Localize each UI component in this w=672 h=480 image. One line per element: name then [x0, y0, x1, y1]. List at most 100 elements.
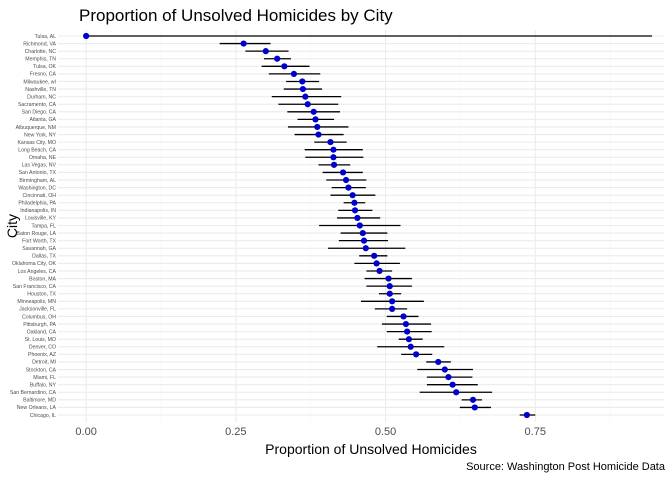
x-tick-label: 0.00 — [75, 426, 96, 438]
y-tick-label: Savannah, GA — [22, 246, 56, 252]
y-tick-label: Albuquerque, NM — [16, 125, 56, 131]
y-tick-label: Louisville, KY — [25, 216, 57, 222]
y-tick-label: Fresno, CA — [30, 72, 57, 78]
data-point — [385, 275, 392, 282]
data-point — [402, 320, 410, 328]
data-point — [386, 283, 393, 290]
data-point — [349, 192, 356, 199]
data-point — [469, 396, 477, 403]
y-tick-label: Baton Rouge, LA — [16, 231, 56, 237]
data-point — [376, 267, 383, 275]
x-tick-label: 0.50 — [375, 426, 396, 438]
data-point — [405, 336, 413, 343]
y-tick-label: San Bernardino, CA — [10, 390, 57, 396]
y-tick-label: Pittsburgh, PA — [23, 322, 56, 328]
y-tick-label: Dallas, TX — [32, 254, 56, 260]
data-point — [400, 313, 407, 320]
y-tick-label: Los Angeles, CA — [18, 269, 57, 275]
y-tick-label: Stockton, CA — [26, 367, 57, 373]
data-point — [471, 404, 478, 411]
data-point — [449, 381, 456, 388]
y-tick-label: Denver, CO — [29, 345, 56, 351]
data-point — [330, 154, 337, 161]
data-point — [315, 131, 322, 138]
y-tick-label: Chicago, IL — [30, 413, 56, 419]
y-tick-label: Richmond, VA — [23, 41, 56, 47]
y-tick-label: Charlotte, NC — [25, 49, 57, 55]
x-tick-labels: 0.00 0.25 0.50 0.75 — [75, 426, 546, 438]
y-tick-label: Detroit, MI — [32, 360, 56, 366]
y-tick-label: Columbus, OH — [22, 314, 56, 320]
y-tick-label: Nashville, TN — [25, 87, 56, 93]
data-point — [354, 214, 361, 222]
y-tick-label: Cincinnati, OH — [23, 193, 57, 199]
data-point — [351, 207, 359, 214]
data-point — [262, 48, 269, 55]
data-point — [83, 32, 90, 40]
data-point — [389, 298, 396, 305]
y-tick-label: Memphis, TN — [25, 57, 56, 63]
y-tick-label: San Diego, CA — [22, 110, 57, 116]
y-tick-label: San Francisco, CA — [13, 284, 57, 290]
data-point — [404, 328, 411, 335]
chart-title: Proportion of Unsolved Homicides by City — [79, 6, 393, 25]
y-tick-label: New Orleans, LA — [17, 405, 57, 411]
y-tick-label: Buffalo, NY — [30, 382, 57, 388]
data-point — [445, 374, 452, 381]
data-point — [310, 108, 317, 115]
data-point — [371, 252, 378, 259]
y-tick-label: Fort Worth, TX — [22, 238, 56, 244]
x-tick-label: 0.25 — [225, 426, 246, 438]
y-tick-label: Oklahoma City, OK — [12, 261, 57, 267]
x-tick-label: 0.75 — [525, 426, 546, 438]
data-point — [407, 343, 414, 350]
y-tick-label: Tampa, FL — [31, 223, 56, 229]
data-point — [389, 305, 396, 312]
data-point — [342, 176, 350, 184]
y-tick-label: Atlanta, GA — [29, 117, 56, 123]
y-tick-label: San Antonio, TX — [19, 170, 57, 176]
y-tick-label: Jacksonville, FL — [19, 307, 56, 313]
data-point — [304, 101, 311, 108]
data-point — [435, 358, 442, 366]
y-tick-label: Birmingham, AL — [19, 178, 56, 184]
data-point — [359, 229, 366, 237]
data-point — [339, 169, 347, 176]
data-point — [441, 366, 448, 373]
y-tick-label: New York, NY — [24, 132, 57, 138]
y-tick-label: Indianapolis, IN — [20, 208, 56, 214]
y-tick-label: Sacramento, CA — [18, 102, 57, 108]
data-point — [314, 123, 321, 131]
data-point — [312, 116, 319, 123]
y-tick-label: Phoenix, AZ — [28, 352, 56, 358]
data-point — [345, 184, 352, 191]
data-point — [281, 63, 288, 70]
source-caption: Source: Washington Post Homicide Data — [466, 461, 666, 473]
data-points — [83, 32, 530, 419]
data-point — [453, 389, 460, 396]
y-tick-label: Omaha, NE — [29, 155, 57, 161]
y-tick-label: Tulsa, OK — [33, 64, 56, 70]
y-tick-label: Washington, DC — [18, 185, 56, 191]
y-tick-label: Milwaukee, wI — [23, 79, 56, 85]
data-point — [386, 290, 393, 297]
data-point — [523, 411, 530, 419]
data-point — [327, 139, 334, 146]
y-tick-label: Miami, FL — [33, 375, 56, 381]
data-point — [299, 78, 306, 85]
y-tick-label: Durham, NC — [27, 94, 56, 100]
y-tick-label: St. Louis, MO — [25, 337, 56, 343]
y-tick-label: Philadelphia, PA — [18, 201, 56, 207]
data-point — [373, 260, 380, 267]
data-point — [302, 93, 309, 100]
data-point — [362, 245, 369, 252]
y-tick-label: Kansas City, MO — [17, 140, 56, 146]
data-point — [299, 85, 307, 93]
y-tick-label: Tulsa, AL — [35, 34, 57, 40]
data-point — [356, 222, 363, 229]
y-tick-label: Long Beach, CA — [18, 148, 56, 154]
y-tick-label: Boston, MA — [29, 276, 56, 282]
data-point — [290, 70, 298, 77]
